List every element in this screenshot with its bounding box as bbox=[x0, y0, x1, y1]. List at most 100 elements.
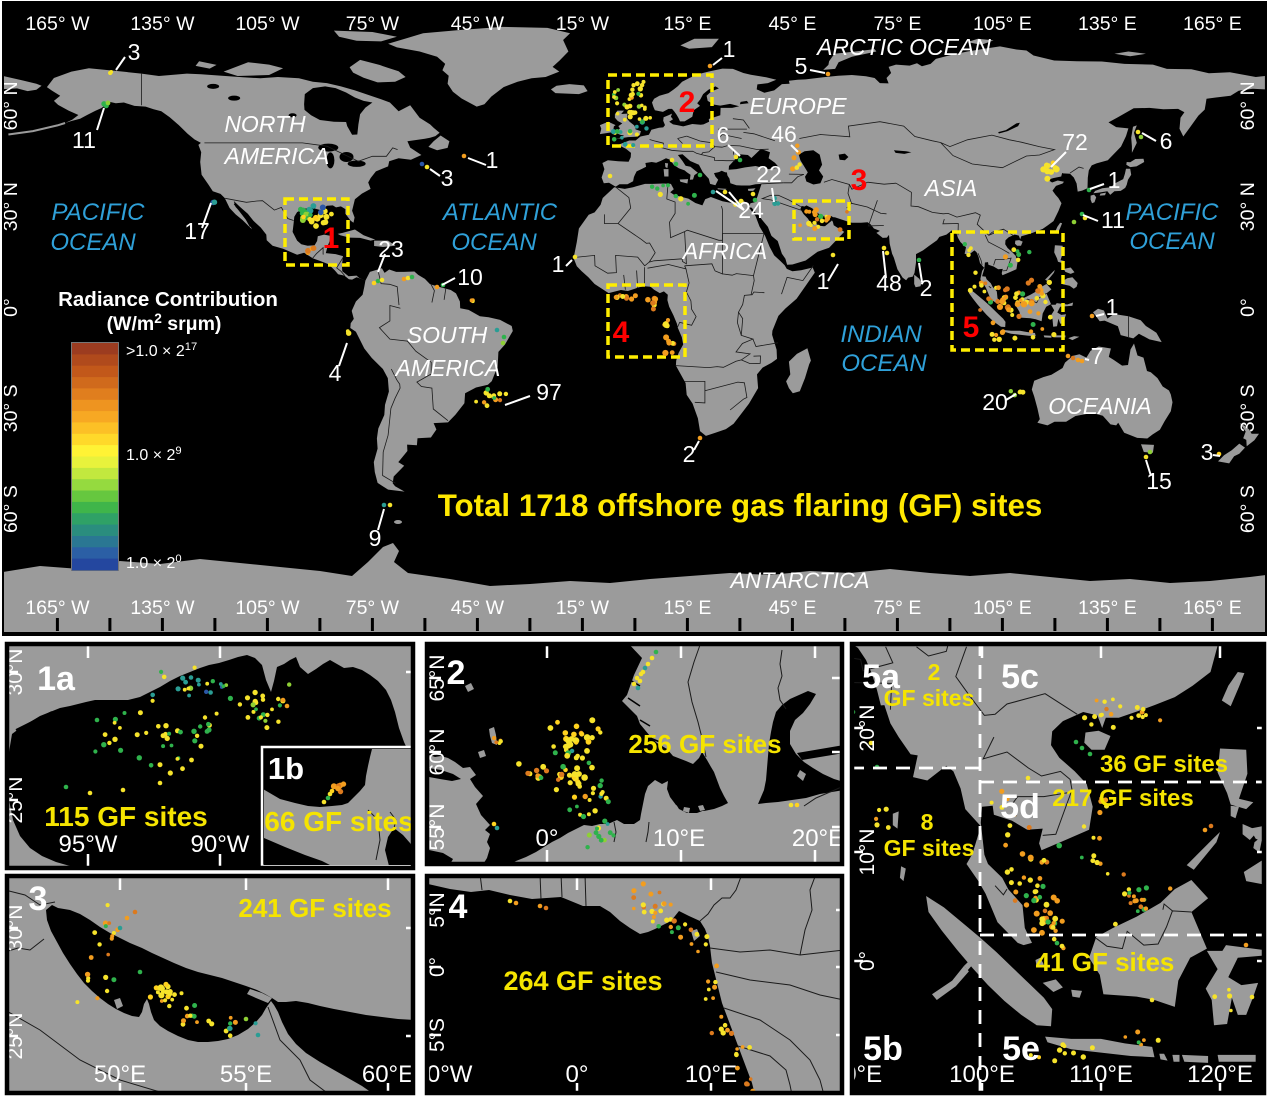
svg-text:256 GF sites: 256 GF sites bbox=[628, 729, 781, 759]
svg-text:OCEAN: OCEAN bbox=[50, 229, 136, 256]
svg-text:EUROPE: EUROPE bbox=[749, 93, 847, 119]
svg-text:60° S: 60° S bbox=[0, 485, 22, 533]
svg-text:1b: 1b bbox=[268, 751, 304, 786]
svg-text:15° W: 15° W bbox=[556, 13, 610, 35]
svg-text:4: 4 bbox=[449, 888, 468, 926]
svg-text:90°W: 90°W bbox=[191, 831, 250, 858]
svg-text:>1.0 × 217: >1.0 × 217 bbox=[126, 341, 197, 360]
svg-text:7: 7 bbox=[1091, 343, 1104, 369]
svg-text:Radiance Contribution: Radiance Contribution bbox=[58, 288, 278, 311]
svg-text:1: 1 bbox=[323, 222, 340, 255]
svg-text:0°: 0° bbox=[856, 951, 879, 971]
svg-text:1: 1 bbox=[723, 36, 736, 62]
svg-text:97: 97 bbox=[536, 379, 562, 405]
svg-text:95°W: 95°W bbox=[59, 831, 118, 858]
svg-text:60° N: 60° N bbox=[0, 81, 22, 130]
svg-text:10°W: 10°W bbox=[414, 1061, 473, 1088]
svg-text:AMERICA: AMERICA bbox=[394, 355, 501, 381]
svg-text:66 GF sites: 66 GF sites bbox=[264, 806, 413, 837]
svg-text:0°: 0° bbox=[1237, 298, 1259, 317]
svg-text:ATLANTIC: ATLANTIC bbox=[441, 199, 558, 226]
svg-text:165° W: 165° W bbox=[25, 13, 90, 35]
svg-text:45° E: 45° E bbox=[768, 13, 816, 35]
svg-text:23: 23 bbox=[378, 236, 404, 262]
svg-text:105° E: 105° E bbox=[973, 13, 1032, 35]
svg-text:217 GF sites: 217 GF sites bbox=[1052, 785, 1193, 812]
svg-text:9: 9 bbox=[369, 525, 382, 551]
svg-text:105° W: 105° W bbox=[235, 13, 300, 35]
svg-text:11: 11 bbox=[72, 127, 96, 153]
svg-text:5c: 5c bbox=[1001, 658, 1039, 696]
svg-text:6: 6 bbox=[717, 122, 730, 148]
svg-text:OCEAN: OCEAN bbox=[451, 229, 537, 256]
svg-text:36 GF sites: 36 GF sites bbox=[1100, 751, 1228, 778]
svg-text:10°N: 10°N bbox=[856, 829, 879, 876]
svg-text:2: 2 bbox=[920, 275, 933, 301]
svg-text:4: 4 bbox=[613, 316, 630, 349]
svg-text:2: 2 bbox=[683, 441, 696, 467]
svg-text:165° W: 165° W bbox=[25, 597, 90, 619]
svg-text:45° W: 45° W bbox=[451, 13, 505, 35]
svg-text:165° E: 165° E bbox=[1183, 13, 1242, 35]
svg-text:3: 3 bbox=[851, 164, 868, 197]
svg-text:3: 3 bbox=[29, 880, 48, 918]
svg-text:22: 22 bbox=[756, 161, 782, 187]
svg-text:264 GF sites: 264 GF sites bbox=[503, 966, 662, 996]
svg-text:45° E: 45° E bbox=[768, 597, 816, 619]
svg-text:5d: 5d bbox=[1000, 788, 1040, 826]
svg-text:1: 1 bbox=[1106, 294, 1119, 320]
svg-text:1: 1 bbox=[486, 147, 499, 173]
svg-text:1: 1 bbox=[552, 251, 565, 277]
svg-text:8: 8 bbox=[921, 809, 934, 835]
svg-text:5e: 5e bbox=[1002, 1030, 1040, 1068]
svg-text:GF sites: GF sites bbox=[884, 685, 975, 711]
svg-text:241 GF sites: 241 GF sites bbox=[238, 893, 391, 923]
svg-text:4: 4 bbox=[329, 360, 342, 386]
svg-text:46: 46 bbox=[771, 121, 797, 147]
svg-text:OCEANIA: OCEANIA bbox=[1048, 393, 1152, 419]
svg-text:15° E: 15° E bbox=[663, 13, 711, 35]
svg-text:105° E: 105° E bbox=[973, 597, 1032, 619]
svg-text:30° N: 30° N bbox=[0, 182, 22, 231]
svg-text:GF sites: GF sites bbox=[884, 835, 975, 861]
svg-text:135° E: 135° E bbox=[1078, 597, 1137, 619]
svg-text:6: 6 bbox=[1160, 128, 1173, 154]
svg-text:30° N: 30° N bbox=[1237, 182, 1259, 231]
svg-text:INDIAN: INDIAN bbox=[840, 321, 922, 348]
svg-text:5b: 5b bbox=[863, 1030, 903, 1068]
svg-text:30° S: 30° S bbox=[0, 384, 22, 432]
svg-text:3: 3 bbox=[1201, 439, 1214, 465]
svg-text:135° E: 135° E bbox=[1078, 13, 1137, 35]
svg-text:0°: 0° bbox=[536, 825, 559, 852]
svg-text:1a: 1a bbox=[37, 660, 76, 698]
svg-text:75° E: 75° E bbox=[873, 597, 921, 619]
svg-text:Total 1718 offshore gas flarin: Total 1718 offshore gas flaring (GF) sit… bbox=[438, 488, 1043, 523]
svg-text:15° E: 15° E bbox=[663, 597, 711, 619]
svg-text:OCEAN: OCEAN bbox=[841, 350, 927, 377]
svg-text:AFRICA: AFRICA bbox=[681, 238, 767, 264]
svg-text:90°E: 90°E bbox=[830, 1061, 882, 1088]
svg-text:0°: 0° bbox=[566, 1061, 589, 1088]
svg-text:135° W: 135° W bbox=[130, 13, 195, 35]
svg-text:41 GF sites: 41 GF sites bbox=[1036, 947, 1175, 977]
svg-text:105° W: 105° W bbox=[235, 597, 300, 619]
svg-text:2: 2 bbox=[447, 654, 466, 692]
svg-text:AMERICA: AMERICA bbox=[223, 143, 330, 169]
svg-text:3: 3 bbox=[128, 39, 141, 65]
svg-text:(W/m2 srμm): (W/m2 srμm) bbox=[107, 311, 222, 336]
svg-text:10: 10 bbox=[457, 264, 483, 290]
svg-text:165° E: 165° E bbox=[1183, 597, 1242, 619]
svg-text:ASIA: ASIA bbox=[923, 175, 977, 201]
svg-text:1: 1 bbox=[1108, 167, 1121, 193]
svg-text:30° S: 30° S bbox=[1237, 384, 1259, 432]
svg-text:5a: 5a bbox=[862, 658, 901, 696]
svg-text:75° W: 75° W bbox=[346, 13, 400, 35]
svg-text:5: 5 bbox=[963, 311, 980, 344]
svg-text:24: 24 bbox=[738, 197, 764, 223]
svg-text:1.0 × 29: 1.0 × 29 bbox=[126, 445, 182, 464]
svg-text:PACIFIC: PACIFIC bbox=[1126, 199, 1220, 226]
svg-text:75° W: 75° W bbox=[346, 597, 400, 619]
svg-text:3: 3 bbox=[441, 165, 454, 191]
svg-text:115 GF sites: 115 GF sites bbox=[44, 801, 207, 832]
svg-text:72: 72 bbox=[1062, 129, 1088, 155]
